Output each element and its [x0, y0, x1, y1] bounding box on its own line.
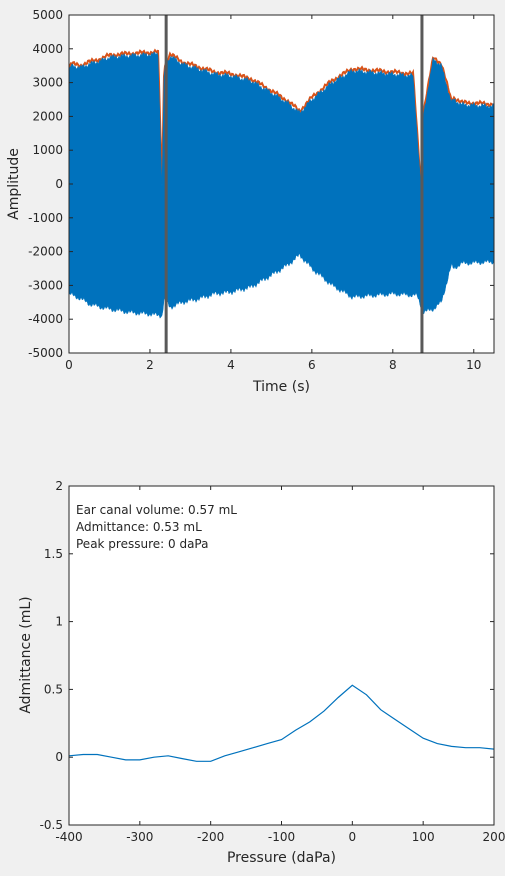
x-tick-label-amplitude: 0 — [65, 358, 73, 372]
y-axis-label-amplitude: Amplitude — [6, 148, 22, 220]
x-tick-label-amplitude: 8 — [389, 358, 397, 372]
x-tick-label-admittance: -300 — [126, 830, 153, 844]
plot-admittance: -400 -300 -200 -100 0 100 200 -0.5 0 0.5 1 1.5 2 Ear… — [18, 479, 505, 866]
y-tick-label-admittance: 2 — [55, 479, 63, 493]
x-tick-label-amplitude: 10 — [466, 358, 481, 372]
series-admittance-curve — [69, 684, 494, 762]
y-tick-label-admittance: 1.5 — [44, 547, 63, 561]
y-axis-label-admittance: Admittance (mL) — [18, 596, 34, 713]
series-signal-blue — [69, 51, 494, 319]
y-tick-label-amplitude: 1000 — [32, 143, 63, 157]
x-tick-label-admittance: -400 — [55, 830, 82, 844]
x-tick-label-admittance: 200 — [483, 830, 505, 844]
y-tick-label-admittance: 0.5 — [44, 682, 63, 696]
y-tick-label-amplitude: -3000 — [28, 278, 63, 292]
x-tick-label-admittance: -100 — [268, 830, 295, 844]
x-tick-label-amplitude: 4 — [227, 358, 235, 372]
x-tick-label-admittance: 100 — [412, 830, 435, 844]
annotation-admittance: Admittance: 0.53 mL — [76, 520, 202, 534]
x-tick-label-admittance: -200 — [197, 830, 224, 844]
y-tick-label-amplitude: 5000 — [32, 8, 63, 22]
y-tick-label-amplitude: 2000 — [32, 109, 63, 123]
x-tick-label-amplitude: 6 — [308, 358, 316, 372]
y-tick-label-amplitude: -1000 — [28, 211, 63, 225]
y-tick-label-amplitude: 0 — [55, 177, 63, 191]
annotation-peak-pressure: Peak pressure: 0 daPa — [76, 537, 208, 551]
x-axis-label-amplitude: Time (s) — [252, 379, 310, 395]
y-tick-label-admittance: -0.5 — [40, 818, 63, 832]
y-tick-label-amplitude: 3000 — [32, 76, 63, 90]
axes-background-admittance — [69, 486, 494, 825]
x-tick-label-amplitude: 2 — [146, 358, 154, 372]
x-axis-label-admittance: Pressure (daPa) — [227, 850, 336, 866]
y-tick-label-amplitude: 4000 — [32, 42, 63, 56]
y-tick-label-admittance: 1 — [55, 615, 63, 629]
y-tick-label-admittance: 0 — [55, 750, 63, 764]
annotation-ear-canal-volume: Ear canal volume: 0.57 mL — [76, 503, 237, 517]
y-tick-label-amplitude: -4000 — [28, 312, 63, 326]
x-tick-label-admittance: 0 — [349, 830, 357, 844]
y-tick-label-amplitude: -2000 — [28, 245, 63, 259]
y-tick-label-amplitude: -5000 — [28, 346, 63, 360]
plot-amplitude: 0 2 4 6 8 10 -5000 -4000 -3000 -2000 -1000 0 1000 200… — [6, 8, 495, 395]
